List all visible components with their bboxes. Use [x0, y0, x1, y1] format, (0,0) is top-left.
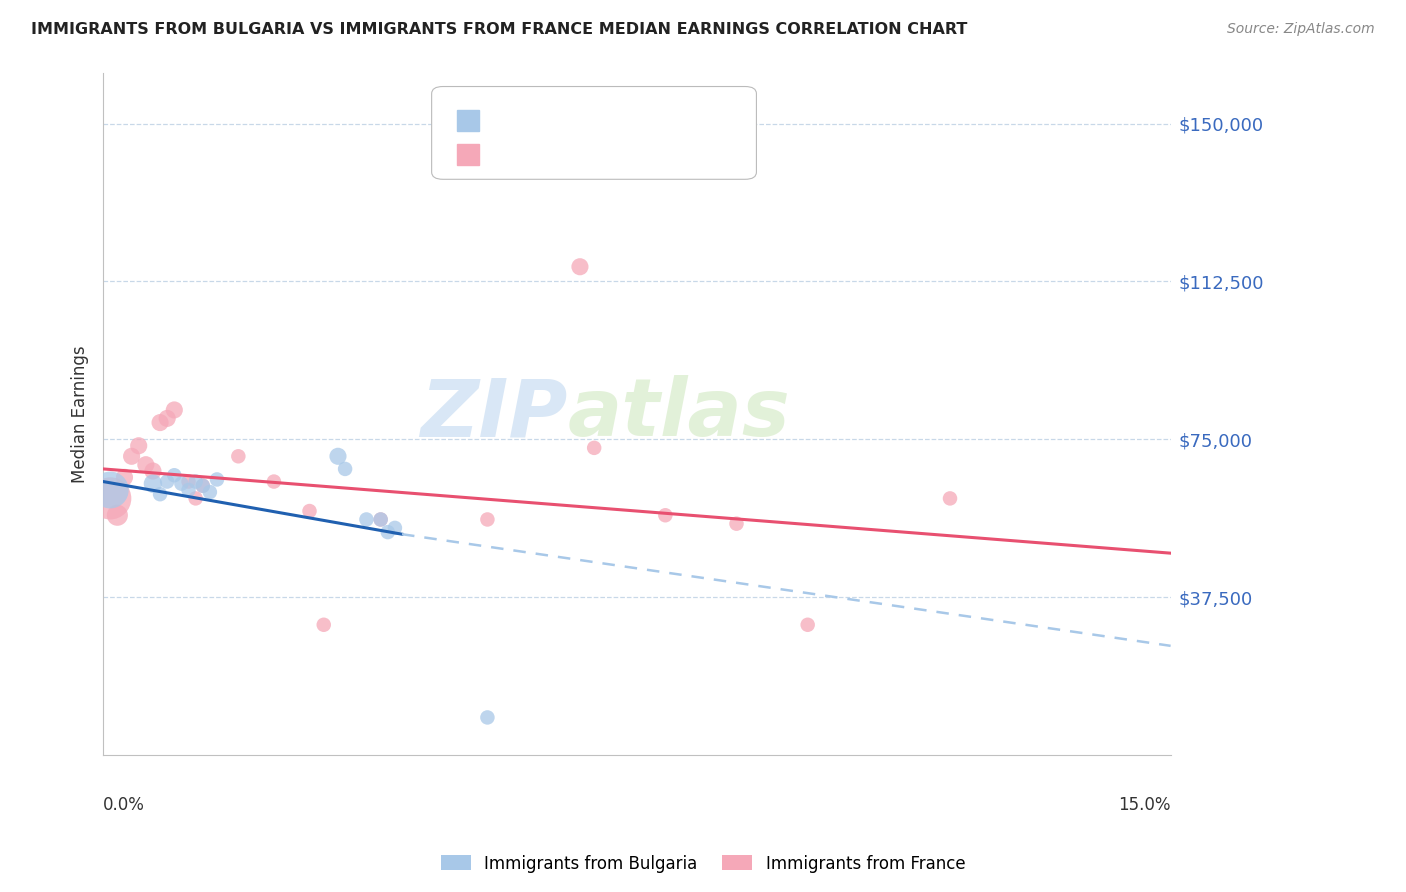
Text: -0.302: -0.302 [524, 110, 578, 128]
Point [142, 464, 165, 478]
Text: N =: N = [589, 110, 626, 128]
Point [98, 491, 121, 506]
Point [583, 441, 606, 455]
Point [796, 617, 818, 632]
Point [939, 491, 962, 506]
Point [654, 508, 676, 523]
Point [149, 416, 172, 430]
Point [184, 475, 207, 489]
Point [177, 483, 200, 497]
Point [568, 260, 591, 274]
Point [198, 485, 221, 500]
Text: 18: 18 [626, 110, 647, 128]
Point [326, 450, 349, 464]
Text: ZIP: ZIP [420, 376, 568, 453]
Point [135, 458, 157, 472]
Y-axis label: Median Earnings: Median Earnings [72, 345, 89, 483]
Point [105, 508, 128, 523]
Point [725, 516, 748, 531]
Text: 25: 25 [626, 144, 647, 161]
Text: R =: R = [488, 144, 524, 161]
Point [377, 525, 399, 540]
Point [298, 504, 321, 518]
Text: -0.238: -0.238 [524, 144, 578, 161]
Point [170, 476, 193, 491]
Text: 0.0%: 0.0% [103, 797, 145, 814]
Legend: Immigrants from Bulgaria, Immigrants from France: Immigrants from Bulgaria, Immigrants fro… [434, 848, 972, 880]
Point [177, 475, 200, 489]
Text: atlas: atlas [568, 376, 790, 453]
Point [356, 512, 378, 526]
Point [384, 521, 406, 535]
Point [163, 468, 186, 483]
Text: Source: ZipAtlas.com: Source: ZipAtlas.com [1227, 22, 1375, 37]
Point [156, 411, 179, 425]
Point [370, 512, 392, 526]
Point [191, 479, 214, 493]
Point [312, 617, 335, 632]
Text: IMMIGRANTS FROM BULGARIA VS IMMIGRANTS FROM FRANCE MEDIAN EARNINGS CORRELATION C: IMMIGRANTS FROM BULGARIA VS IMMIGRANTS F… [31, 22, 967, 37]
Point [128, 439, 150, 453]
Text: R =: R = [488, 110, 524, 128]
Point [263, 475, 285, 489]
Point [98, 483, 121, 497]
Point [142, 476, 165, 491]
Point [477, 710, 499, 724]
Point [477, 512, 499, 526]
Text: 15.0%: 15.0% [1118, 797, 1171, 814]
Point [333, 462, 356, 476]
Point [121, 450, 143, 464]
Point [370, 512, 392, 526]
Point [163, 403, 186, 417]
Point [191, 479, 214, 493]
Text: N =: N = [589, 144, 626, 161]
Point [184, 491, 207, 506]
Point [149, 487, 172, 501]
Point [156, 475, 179, 489]
Point [114, 470, 136, 484]
Point [205, 473, 228, 487]
Point [228, 450, 250, 464]
